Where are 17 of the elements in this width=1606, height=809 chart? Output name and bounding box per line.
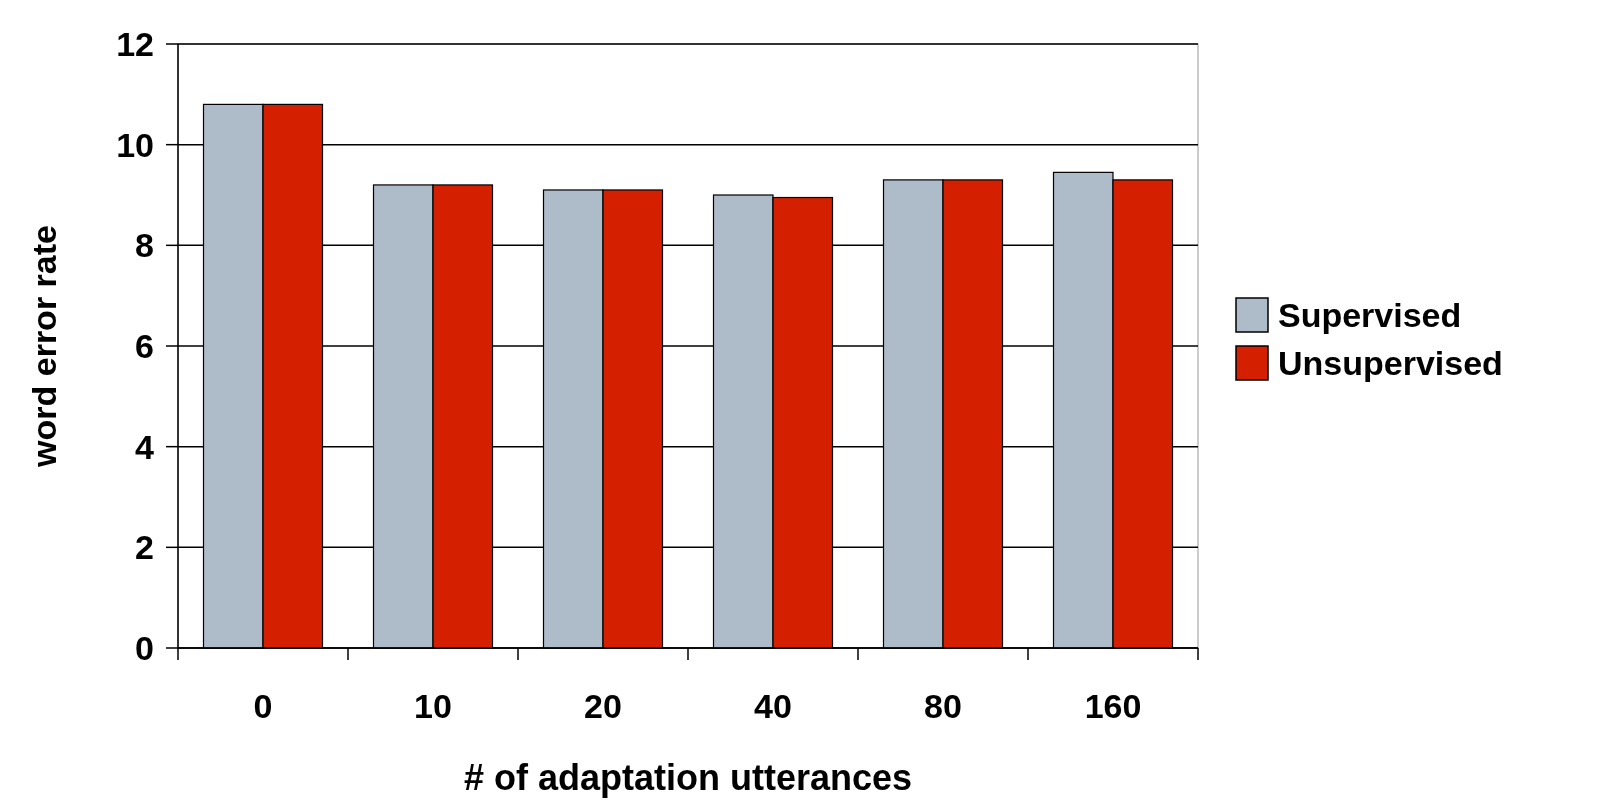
x-tick-label: 40 [754, 687, 792, 725]
y-tick-label: 2 [135, 528, 154, 567]
x-tick-label: 0 [253, 687, 273, 725]
y-axis-title: word error rate [25, 225, 63, 468]
x-axis-title: # of adaptation utterances [463, 757, 913, 798]
y-tick-label: 4 [135, 427, 155, 466]
y-tick-label: 10 [116, 125, 154, 164]
x-tick-label: 160 [1084, 687, 1142, 725]
x-tick-label: 10 [414, 687, 452, 725]
y-tick-label: 12 [116, 24, 154, 63]
y-tick-label: 8 [135, 226, 154, 265]
legend-label: Supervised [1278, 295, 1462, 334]
x-tick-label: 20 [584, 687, 622, 725]
y-tick-label: 6 [135, 326, 154, 365]
legend-label: Unsupervised [1278, 343, 1503, 382]
x-tick-label: 80 [924, 687, 962, 725]
y-tick-label: 0 [135, 628, 154, 667]
